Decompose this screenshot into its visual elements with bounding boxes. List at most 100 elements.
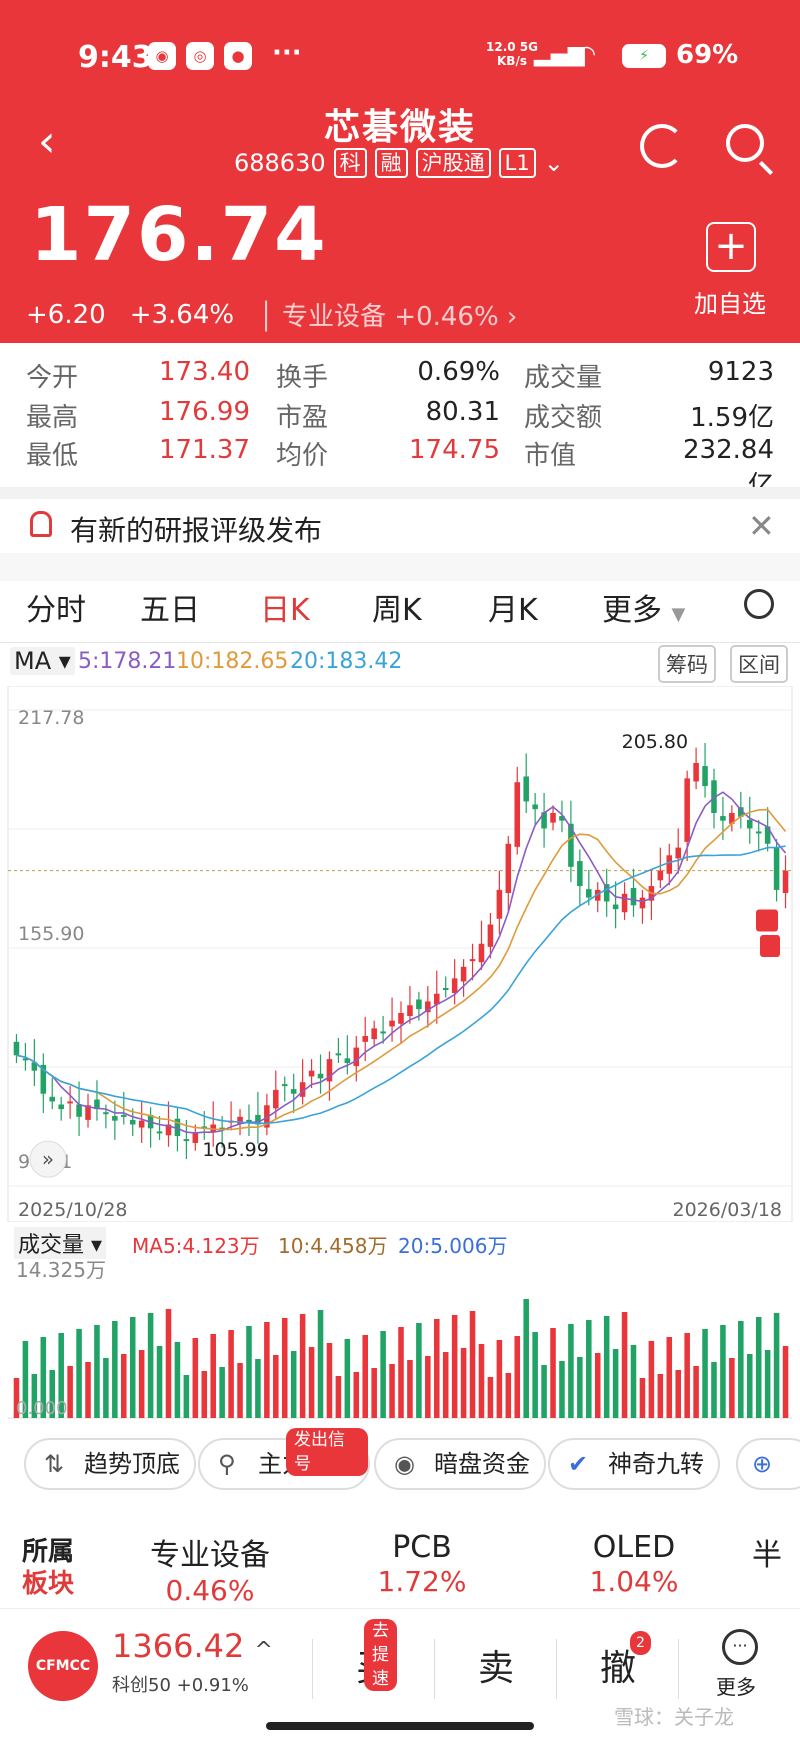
nine-turn-tool[interactable]: ✔ 神奇九转 bbox=[548, 1438, 720, 1490]
close-icon[interactable]: ✕ bbox=[748, 507, 775, 545]
tool-strip: ⇅ 趋势顶底 ⚲主力出击发出信号 ◉ 暗盘资金 ✔ 神奇九转 ⊕ bbox=[0, 1428, 800, 1498]
volume-bar bbox=[621, 1312, 628, 1418]
tag-connect: 沪股通 bbox=[415, 148, 491, 178]
search-icon[interactable] bbox=[726, 124, 764, 162]
volume-bar bbox=[505, 1373, 512, 1418]
network-speed: 12.0 5G KB/s bbox=[486, 40, 538, 68]
volume-bar bbox=[782, 1346, 789, 1418]
low-marker: 105.99 bbox=[202, 1139, 268, 1161]
add-watchlist-button[interactable]: + bbox=[706, 222, 756, 272]
volume-selector[interactable]: 成交量 ▾ bbox=[14, 1227, 107, 1259]
settings-icon[interactable] bbox=[744, 589, 774, 619]
buy-button[interactable]: 买去提速 bbox=[356, 1619, 397, 1691]
candle-body bbox=[612, 904, 619, 910]
notice-bar[interactable]: 有新的研报评级发布 ✕ bbox=[0, 499, 800, 553]
divider bbox=[434, 1639, 435, 1699]
quote-label: 市值 bbox=[524, 441, 577, 471]
stock-code-line[interactable]: 688630 科 融 沪股通 L1 ⌄ bbox=[234, 148, 564, 178]
sector-item-name: 专业设备 bbox=[150, 1538, 270, 1573]
tab-more[interactable]: 更多 ▼ bbox=[602, 585, 685, 629]
ma-selector[interactable]: MA ▾ bbox=[10, 647, 75, 675]
refresh-icon[interactable] bbox=[640, 124, 684, 168]
candle-body bbox=[353, 1047, 360, 1067]
home-indicator[interactable] bbox=[266, 1722, 534, 1730]
sector-item[interactable]: PCB 1.72% bbox=[322, 1530, 522, 1598]
sector-pct: +0.46% bbox=[394, 302, 499, 332]
current-price: 176.74 bbox=[30, 192, 328, 278]
divider bbox=[556, 1639, 557, 1699]
candle-body bbox=[630, 887, 637, 906]
volume-bar bbox=[138, 1350, 145, 1418]
candle-body bbox=[407, 1005, 413, 1017]
high-marker: 205.80 bbox=[622, 731, 688, 753]
quote-value: 0.69% bbox=[417, 357, 500, 387]
candle-body bbox=[237, 1116, 243, 1124]
more-label[interactable]: 更多 bbox=[716, 1675, 756, 1699]
volume-bar bbox=[729, 1358, 735, 1418]
cancel-count-badge: 2 bbox=[630, 1631, 651, 1655]
candle-body bbox=[129, 1119, 136, 1125]
volume-bar bbox=[630, 1345, 637, 1418]
wifi-icon: ◠ bbox=[578, 42, 595, 67]
dark-pool-tool[interactable]: ◉ 暗盘资金 bbox=[374, 1438, 546, 1490]
volume-bar bbox=[290, 1351, 297, 1418]
candle-body bbox=[416, 999, 422, 1010]
ma20-value: 20:183.42 bbox=[290, 649, 403, 674]
candle-body bbox=[684, 778, 690, 842]
volume-bar bbox=[594, 1353, 601, 1418]
range-button[interactable]: 区间 bbox=[730, 645, 788, 683]
sector-link[interactable]: │ 专业设备 +0.46% › bbox=[258, 302, 518, 332]
candle-body bbox=[514, 782, 521, 847]
cancel-label: 撤 bbox=[600, 1648, 637, 1689]
volume-bar bbox=[773, 1313, 780, 1418]
volume-bar bbox=[31, 1374, 38, 1418]
candle-body bbox=[559, 816, 565, 821]
quote-value: 176.99 bbox=[159, 397, 250, 427]
sell-button[interactable]: 卖 bbox=[478, 1648, 515, 1689]
more-tool[interactable]: ⊕ bbox=[736, 1438, 800, 1490]
candle-body bbox=[639, 897, 646, 909]
clock: 9:43 bbox=[78, 40, 153, 75]
app2-icon: ● bbox=[224, 42, 252, 70]
tab-weekly-k[interactable]: 周K bbox=[372, 593, 422, 628]
trend-tool[interactable]: ⇅ 趋势顶底 bbox=[24, 1438, 196, 1490]
more-icon[interactable]: ··· bbox=[722, 1629, 758, 1665]
sector-item[interactable]: 半 bbox=[752, 1530, 800, 1574]
candle-body bbox=[729, 812, 735, 824]
chip-button[interactable]: 筹码 bbox=[658, 645, 716, 683]
back-icon[interactable]: ‹ bbox=[38, 116, 56, 167]
candle-body bbox=[711, 780, 717, 813]
add-watchlist-label[interactable]: 加自选 bbox=[694, 290, 766, 318]
tab-intraday[interactable]: 分时 bbox=[26, 593, 86, 628]
x-end-label: 2026/03/18 bbox=[672, 1199, 782, 1221]
volume-bar bbox=[326, 1343, 333, 1418]
sector-item[interactable]: OLED 1.04% bbox=[534, 1530, 734, 1598]
volume-bar bbox=[362, 1335, 369, 1418]
tag-margin: 融 bbox=[374, 148, 408, 178]
index-value[interactable]: 1366.42 ^ bbox=[112, 1627, 273, 1665]
volume-chart[interactable]: 0.000 bbox=[0, 1250, 800, 1420]
check-icon: ✔ bbox=[568, 1450, 589, 1478]
sector-item-name: PCB bbox=[392, 1530, 452, 1565]
stock-header: 9:43 ◉ ◎ ● ··· 12.0 5G KB/s ▂▄▆ ◠ ⚡ 69% … bbox=[0, 0, 800, 343]
tab-monthly-k[interactable]: 月K bbox=[488, 593, 538, 628]
chevron-up-icon: ^ bbox=[254, 1638, 273, 1663]
tab-five-day[interactable]: 五日 bbox=[140, 593, 200, 628]
volume-bar bbox=[85, 1362, 91, 1418]
candle-body bbox=[720, 816, 726, 821]
volume-bar bbox=[460, 1348, 467, 1418]
volume-bar bbox=[67, 1366, 73, 1418]
sector-heading-2: 板块 bbox=[22, 1569, 75, 1599]
tab-daily-k[interactable]: 日K bbox=[260, 593, 310, 628]
main-force-tool[interactable]: ⚲主力出击发出信号 bbox=[198, 1428, 370, 1490]
sector-heading-1: 所属 bbox=[22, 1537, 75, 1567]
bottom-bar: CFMCC 1366.42 ^ 科创50 +0.91% 买去提速 卖 撤2 ··… bbox=[0, 1608, 800, 1737]
candle-body bbox=[210, 1124, 216, 1132]
candle-body bbox=[264, 1105, 270, 1128]
exchange-logo[interactable]: CFMCC bbox=[28, 1631, 98, 1701]
kline-chart[interactable]: 217.78155.9094.012025/10/282026/03/18205… bbox=[0, 686, 800, 1222]
candle-body bbox=[281, 1084, 288, 1087]
candle-body bbox=[156, 1131, 163, 1134]
sector-item[interactable]: 专业设备 0.46% bbox=[110, 1530, 310, 1607]
